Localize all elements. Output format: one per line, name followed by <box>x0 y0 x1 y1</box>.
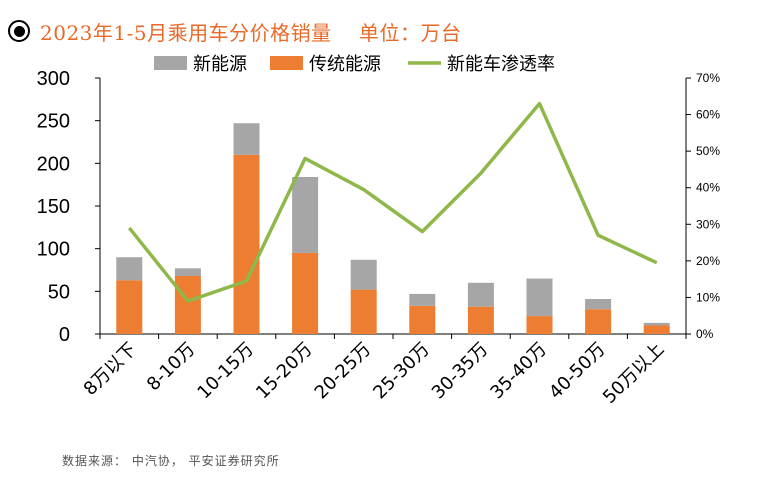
bar-new-energy <box>116 257 143 281</box>
bar-new-energy <box>467 282 494 307</box>
source-note: 数据来源： 中汽协， 平安证券研究所 <box>62 454 280 468</box>
y-tick-label: 0 <box>59 324 70 346</box>
legend-swatch-new-energy <box>154 56 187 70</box>
y2-tick-label: 40% <box>696 181 720 195</box>
y2-tick-label: 60% <box>696 108 720 122</box>
bar-traditional <box>526 316 553 334</box>
y-tick-label: 200 <box>37 153 70 175</box>
x-tick-label: 25-30万 <box>369 339 434 404</box>
bar-new-energy <box>292 176 319 253</box>
bar-new-energy <box>526 278 553 317</box>
x-tick-label: 8-10万 <box>143 339 199 395</box>
y-tick-label: 150 <box>37 196 70 218</box>
chart-title: 2023年1-5月乘用车分价格销量 单位：万台 <box>40 20 462 45</box>
bullet-dot <box>13 25 25 37</box>
y2-tick-label: 20% <box>696 254 720 268</box>
bar-new-energy <box>350 259 377 290</box>
bar-traditional <box>585 309 612 334</box>
bar-new-energy <box>585 299 612 310</box>
x-tick-label: 15-20万 <box>252 339 317 404</box>
bar-new-energy <box>233 123 260 155</box>
y-tick-label: 300 <box>37 68 70 90</box>
bar-traditional <box>174 275 201 334</box>
y2-tick-label: 0% <box>696 327 714 341</box>
bar-new-energy <box>643 322 670 326</box>
bar-traditional <box>233 154 260 334</box>
bar-traditional <box>409 305 436 334</box>
penetration-line <box>127 101 658 303</box>
legend-label-traditional: 传统能源 <box>309 54 381 75</box>
bar-traditional <box>643 325 670 334</box>
x-tick-label: 30-35万 <box>428 339 493 404</box>
legend-label-penetration: 新能车渗透率 <box>447 54 555 75</box>
bar-traditional <box>467 306 494 334</box>
bullet-icon <box>8 20 30 42</box>
x-tick-label: 8万以下 <box>80 339 141 400</box>
y2-tick-label: 70% <box>696 71 720 85</box>
bar-traditional <box>116 280 143 334</box>
bar-traditional <box>350 289 377 334</box>
y2-tick-label: 30% <box>696 217 720 231</box>
x-tick-label: 10-15万 <box>193 339 258 404</box>
title-row: 2023年1-5月乘用车分价格销量 单位：万台 <box>8 14 462 48</box>
y-tick-label: 250 <box>37 111 70 133</box>
y-tick-label: 50 <box>48 281 70 303</box>
legend-swatch-traditional <box>270 56 303 70</box>
x-tick-label: 20-25万 <box>311 339 376 404</box>
y-tick-label: 100 <box>37 239 70 261</box>
bar-traditional <box>292 252 319 334</box>
x-tick-label: 35-40万 <box>486 339 551 404</box>
y2-tick-label: 10% <box>696 290 720 304</box>
bar-new-energy <box>409 293 436 306</box>
y2-tick-label: 50% <box>696 144 720 158</box>
bar-new-energy <box>174 268 201 276</box>
x-tick-label: 50万以上 <box>599 339 668 408</box>
legend-label-new-energy: 新能源 <box>193 54 247 75</box>
